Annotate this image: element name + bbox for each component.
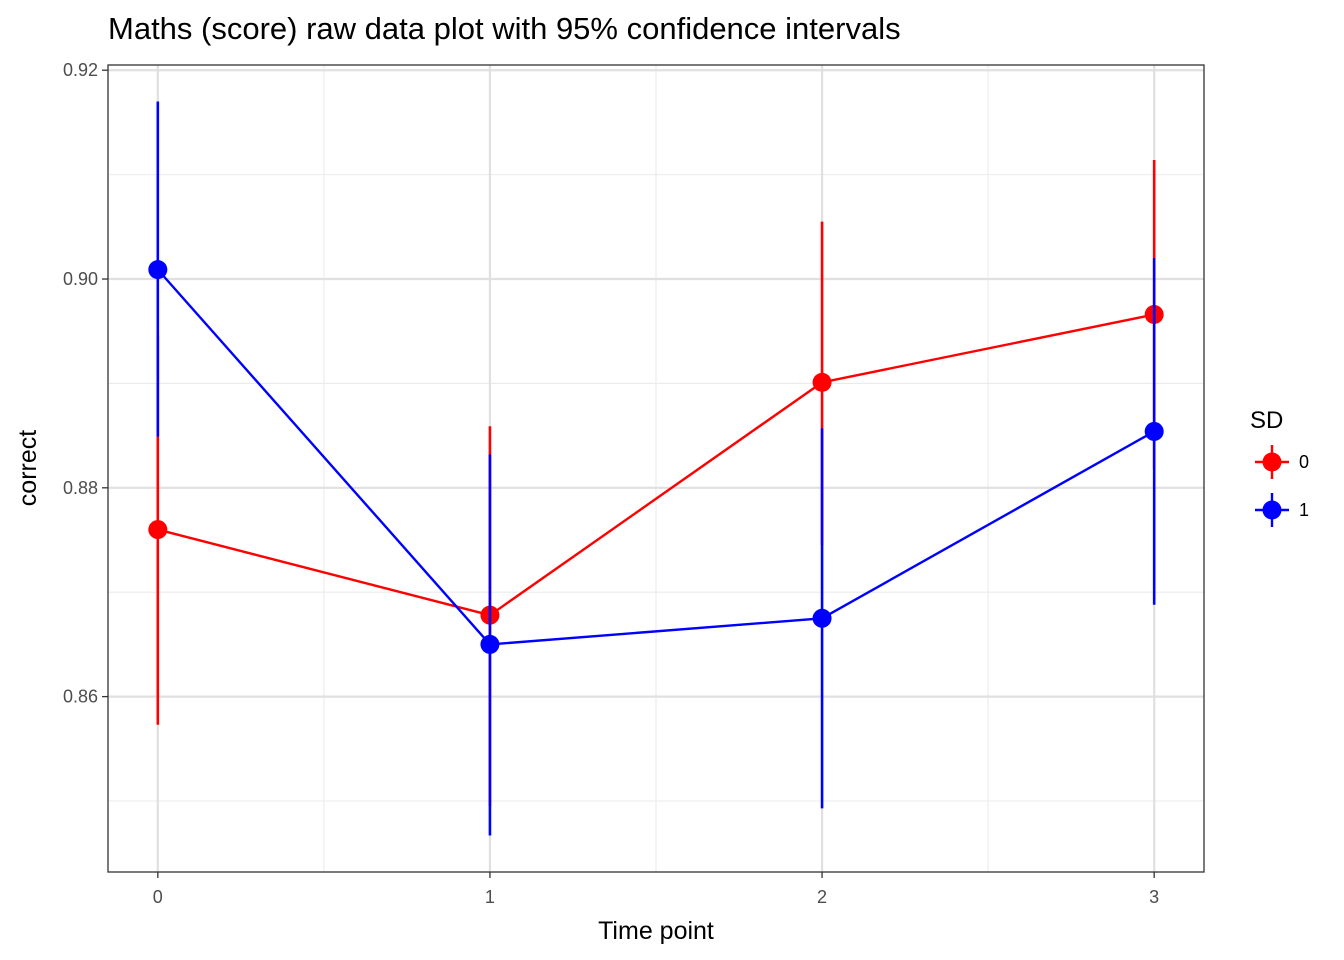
- x-tick-label: 0: [153, 887, 163, 907]
- y-tick-label: 0.90: [63, 269, 98, 289]
- data-point: [148, 260, 168, 280]
- legend-title: SD: [1250, 407, 1283, 434]
- panel-border: [107, 64, 1205, 873]
- series-1: [148, 101, 1164, 836]
- data-point: [1144, 421, 1164, 441]
- series-line: [156, 268, 1155, 646]
- data-point: [480, 634, 500, 654]
- legend-key-point: [1262, 500, 1282, 520]
- y-tick-label: 0.88: [63, 478, 98, 498]
- legend-label: 0: [1299, 452, 1309, 472]
- legend-key-point: [1262, 452, 1282, 472]
- series-layer: [148, 101, 1164, 836]
- chart-title: Maths (score) raw data plot with 95% con…: [108, 11, 901, 46]
- data-point: [812, 608, 832, 628]
- y-axis-title: correct: [14, 430, 42, 506]
- data-point: [148, 520, 168, 540]
- x-tick-label: 3: [1149, 887, 1159, 907]
- x-tick-label: 1: [485, 887, 495, 907]
- y-tick-label: 0.92: [63, 60, 98, 80]
- data-point: [812, 372, 832, 392]
- x-tick-label: 2: [817, 887, 827, 907]
- y-axis: 0.86 0.88 0.90 0.92: [63, 60, 108, 707]
- y-tick-label: 0.86: [63, 687, 98, 707]
- x-axis: 0 1 2 3: [153, 872, 1159, 907]
- legend: SD 0 1: [1250, 407, 1309, 527]
- x-axis-title: Time point: [598, 917, 714, 945]
- legend-label: 1: [1299, 500, 1309, 520]
- series-line: [157, 313, 1155, 617]
